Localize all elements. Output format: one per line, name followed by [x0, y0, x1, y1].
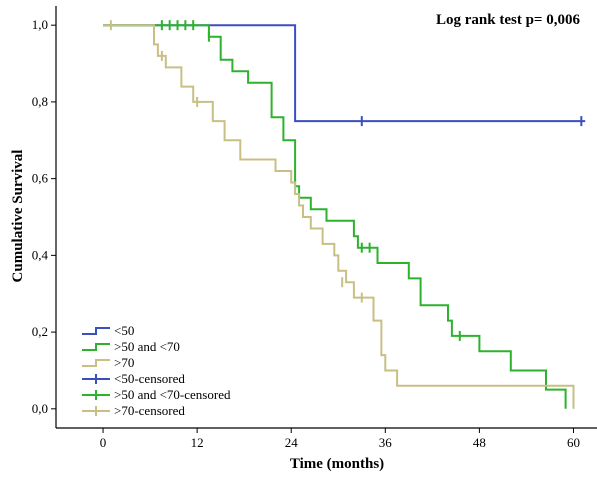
- chart-marks: [103, 20, 586, 409]
- legend-label-3: <50-censored: [114, 371, 185, 386]
- x-tick-label-24: 24: [285, 435, 299, 450]
- y-tick-label-4: 0,8: [32, 94, 48, 109]
- y-tick-label-5: 1,0: [32, 17, 48, 32]
- legend-label-4: >50 and <70-censored: [114, 387, 231, 402]
- y-tick-label-1: 0,2: [32, 324, 48, 339]
- legend-swatch-0: [82, 327, 110, 335]
- legend-swatch-1: [82, 343, 110, 351]
- legend-label-5: >70-censored: [114, 403, 185, 418]
- legend-swatch-2: [82, 359, 110, 367]
- legend-label-2: >70: [114, 355, 134, 370]
- chart-axes: 0 12 24 36 48 60 0,0 0,2 0,4 0,6 0,8 1,0: [32, 6, 597, 450]
- y-tick-label-0: 0,0: [32, 401, 48, 416]
- log-rank-annotation: Log rank test p= 0,006: [436, 12, 580, 28]
- series-line-2: [103, 24, 575, 409]
- x-tick-label-36: 36: [379, 435, 393, 450]
- series-line-0: [103, 24, 586, 123]
- x-tick-label-0: 0: [100, 435, 107, 450]
- x-tick-label-48: 48: [473, 435, 486, 450]
- series-line-1: [103, 24, 567, 409]
- y-tick-label-3: 0,6: [32, 171, 49, 186]
- y-axis-title: Cumulative Survival: [10, 150, 26, 283]
- legend-label-0: <50: [114, 323, 134, 338]
- x-tick-label-12: 12: [191, 435, 204, 450]
- x-tick-label-60: 60: [567, 435, 580, 450]
- y-tick-label-2: 0,4: [32, 247, 49, 262]
- chart-legend: <50>50 and <70>70<50-censored>50 and <70…: [82, 323, 231, 418]
- legend-label-1: >50 and <70: [114, 339, 180, 354]
- x-axis-title: Time (months): [290, 456, 384, 472]
